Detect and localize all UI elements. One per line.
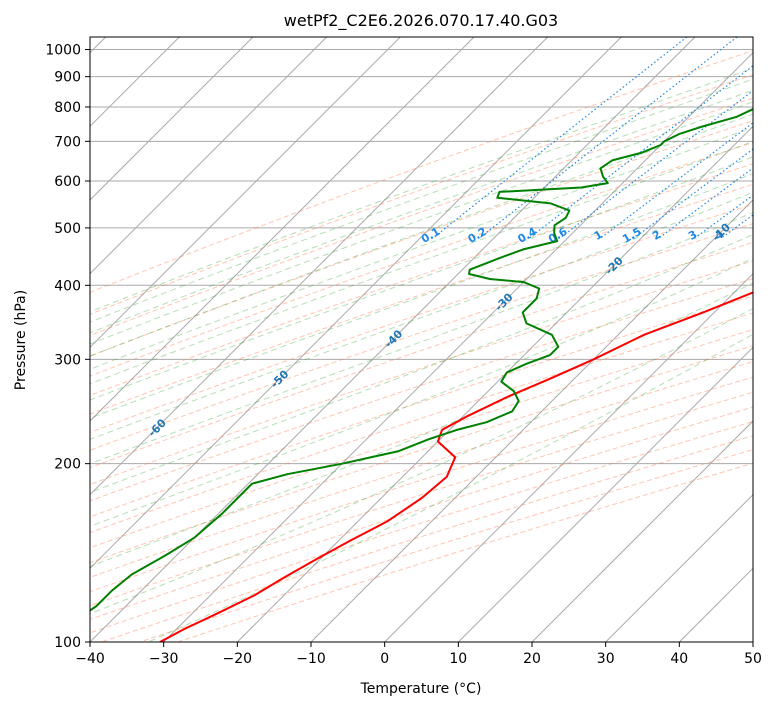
y-tick-label: 100 — [54, 635, 81, 651]
moist-adiabat-line — [90, 78, 753, 323]
dry-adiabat-line — [90, 329, 753, 549]
chart-title: wetPf2_C2E6.2026.070.17.40.G03 — [284, 11, 558, 31]
x-axis: −40 −30 −20 −10 0 10 20 30 40 50 — [75, 642, 762, 667]
x-tick-label: 20 — [523, 651, 541, 667]
y-tick-label: 200 — [54, 457, 81, 473]
dry-adiabat-line — [90, 361, 753, 578]
isotherm-line — [310, 199, 753, 642]
dry-adiabat-line — [90, 97, 753, 337]
isotherm-line — [531, 420, 753, 642]
x-tick-label: −40 — [75, 651, 105, 667]
x-tick-label: 50 — [744, 651, 762, 667]
dewpoint-profile-line — [90, 108, 753, 612]
isotherm-line — [90, 37, 549, 496]
x-axis-label: Temperature (°C) — [360, 681, 482, 697]
mixing-ratio-line — [599, 122, 753, 239]
x-tick-label: 40 — [670, 651, 688, 667]
y-tick-label: 500 — [54, 221, 81, 237]
isotherm-line — [163, 51, 753, 642]
y-axis: 100 200 300 400 500 600 700 800 900 1000 — [45, 43, 90, 651]
y-tick-label: 300 — [54, 352, 81, 368]
isotherm-line — [90, 37, 475, 422]
isotherm-line — [90, 37, 401, 349]
x-tick-label: −30 — [149, 651, 179, 667]
moist-adiabat-line — [90, 89, 753, 334]
x-tick-label: 30 — [597, 651, 615, 667]
x-tick-label: 10 — [449, 651, 467, 667]
isotherm-line — [90, 37, 622, 570]
mixing-ratio-line — [478, 37, 738, 239]
background-grid — [90, 37, 753, 642]
dry-adiabat-line — [90, 260, 753, 485]
dry-adiabat-line — [90, 391, 753, 607]
moist-adiabat-line — [90, 173, 753, 419]
dry-adiabat-line — [90, 312, 753, 534]
mixing-ratio-line — [432, 37, 688, 239]
isotherm-line — [90, 37, 328, 275]
isotherm-line — [90, 37, 696, 642]
y-axis-label: Pressure (hPa) — [13, 290, 29, 390]
mixing-ratio-line — [528, 65, 753, 239]
dry-adiabat-line — [90, 295, 753, 518]
isotherm-line — [236, 125, 753, 642]
y-tick-label: 900 — [54, 70, 81, 86]
moist-adiabat-line — [90, 113, 753, 357]
moist-adiabat-line — [90, 126, 753, 370]
x-tick-label: −10 — [296, 651, 326, 667]
y-tick-label: 700 — [54, 134, 81, 150]
y-tick-label: 1000 — [45, 43, 81, 59]
dry-adiabat-line — [90, 376, 753, 593]
isotherm-line — [605, 493, 753, 642]
moist-adiabat-line — [90, 282, 753, 567]
temperature-profile-line — [159, 291, 753, 642]
dry-adiabat-line — [90, 241, 753, 469]
moist-adiabat-line — [90, 67, 753, 313]
dry-adiabat-line — [90, 142, 753, 377]
y-tick-label: 600 — [54, 174, 81, 190]
y-tick-label: 800 — [54, 100, 81, 116]
isotherm-line — [457, 346, 753, 642]
x-tick-label: 0 — [380, 651, 389, 667]
plot-frame — [89, 36, 754, 643]
moist-adiabat-line — [90, 211, 753, 465]
isotherm-line — [90, 37, 254, 201]
isotherm-line — [384, 272, 753, 642]
dry-adiabat-line — [90, 50, 753, 293]
moist-adiabat-line — [90, 140, 753, 385]
mixing-ratio-line — [658, 167, 753, 239]
dry-adiabat-line — [90, 163, 753, 396]
dry-adiabat-line — [90, 278, 753, 502]
dry-adiabat-line — [90, 223, 753, 451]
moist-adiabat-line — [148, 333, 753, 642]
y-tick-label: 400 — [54, 278, 81, 294]
dry-adiabat-line — [90, 345, 753, 564]
profile-lines — [90, 108, 753, 642]
x-tick-label: −20 — [223, 651, 253, 667]
